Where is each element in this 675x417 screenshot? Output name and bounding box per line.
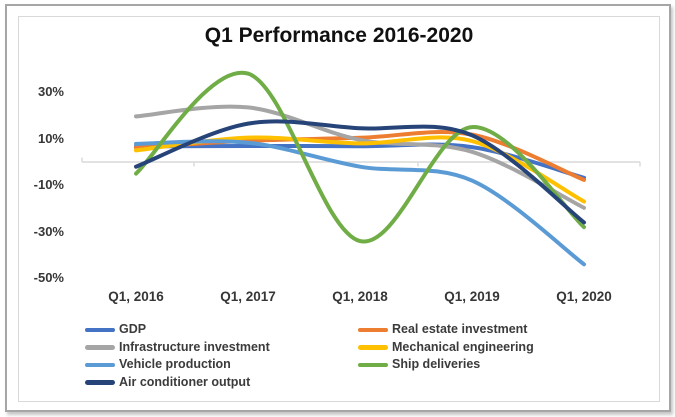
legend-label-real-estate-investment: Real estate investment	[392, 322, 528, 337]
y-tick-label-n50: -50%	[33, 270, 64, 285]
legend-item-ship-deliveries: Ship deliveries	[358, 356, 555, 373]
x-label-q1-2017: Q1, 2017	[220, 289, 276, 304]
legend-item-air-conditioner-output: Air conditioner output	[85, 374, 358, 391]
legend-label-vehicle-production: Vehicle production	[119, 357, 231, 372]
y-tick-label-10: 10%	[37, 131, 64, 146]
y-tick-label-n10: -10%	[33, 177, 64, 192]
legend-swatch-vehicle-production	[85, 362, 115, 367]
legend-label-gdp: GDP	[119, 322, 147, 337]
legend-item-gdp: GDP	[85, 321, 358, 338]
x-label-q1-2020: Q1, 2020	[556, 289, 612, 304]
legend-label-infrastructure-investment: Infrastructure investment	[119, 339, 270, 354]
x-label-q1-2018: Q1, 2018	[332, 289, 388, 304]
legend-swatch-infrastructure-investment	[85, 345, 115, 350]
legend-label-ship-deliveries: Ship deliveries	[392, 357, 481, 372]
legend-swatch-ship-deliveries	[358, 362, 388, 367]
legend-item-real-estate-investment: Real estate investment	[358, 321, 555, 338]
legend-item-infrastructure-investment: Infrastructure investment	[85, 339, 358, 356]
legend-item-vehicle-production: Vehicle production	[85, 356, 358, 373]
chart-title: Q1 Performance 2016-2020	[204, 24, 474, 47]
legend-swatch-air-conditioner-output	[85, 380, 115, 385]
legend-label-mechanical-engineering: Mechanical engineering	[392, 339, 534, 354]
legend-swatch-mechanical-engineering	[358, 345, 388, 350]
legend-label-air-conditioner-output: Air conditioner output	[119, 374, 251, 389]
chart-legend: GDP Real estate investment Infrastructur…	[85, 321, 555, 391]
x-label-q1-2019: Q1, 2019	[444, 289, 500, 304]
y-tick-label-30: 30%	[37, 84, 64, 99]
x-label-q1-2016: Q1, 2016	[108, 289, 164, 304]
legend-item-mechanical-engineering: Mechanical engineering	[358, 339, 555, 356]
legend-swatch-gdp	[85, 327, 115, 332]
y-tick-label-n30: -30%	[33, 224, 64, 239]
legend-swatch-real-estate-investment	[358, 327, 388, 332]
